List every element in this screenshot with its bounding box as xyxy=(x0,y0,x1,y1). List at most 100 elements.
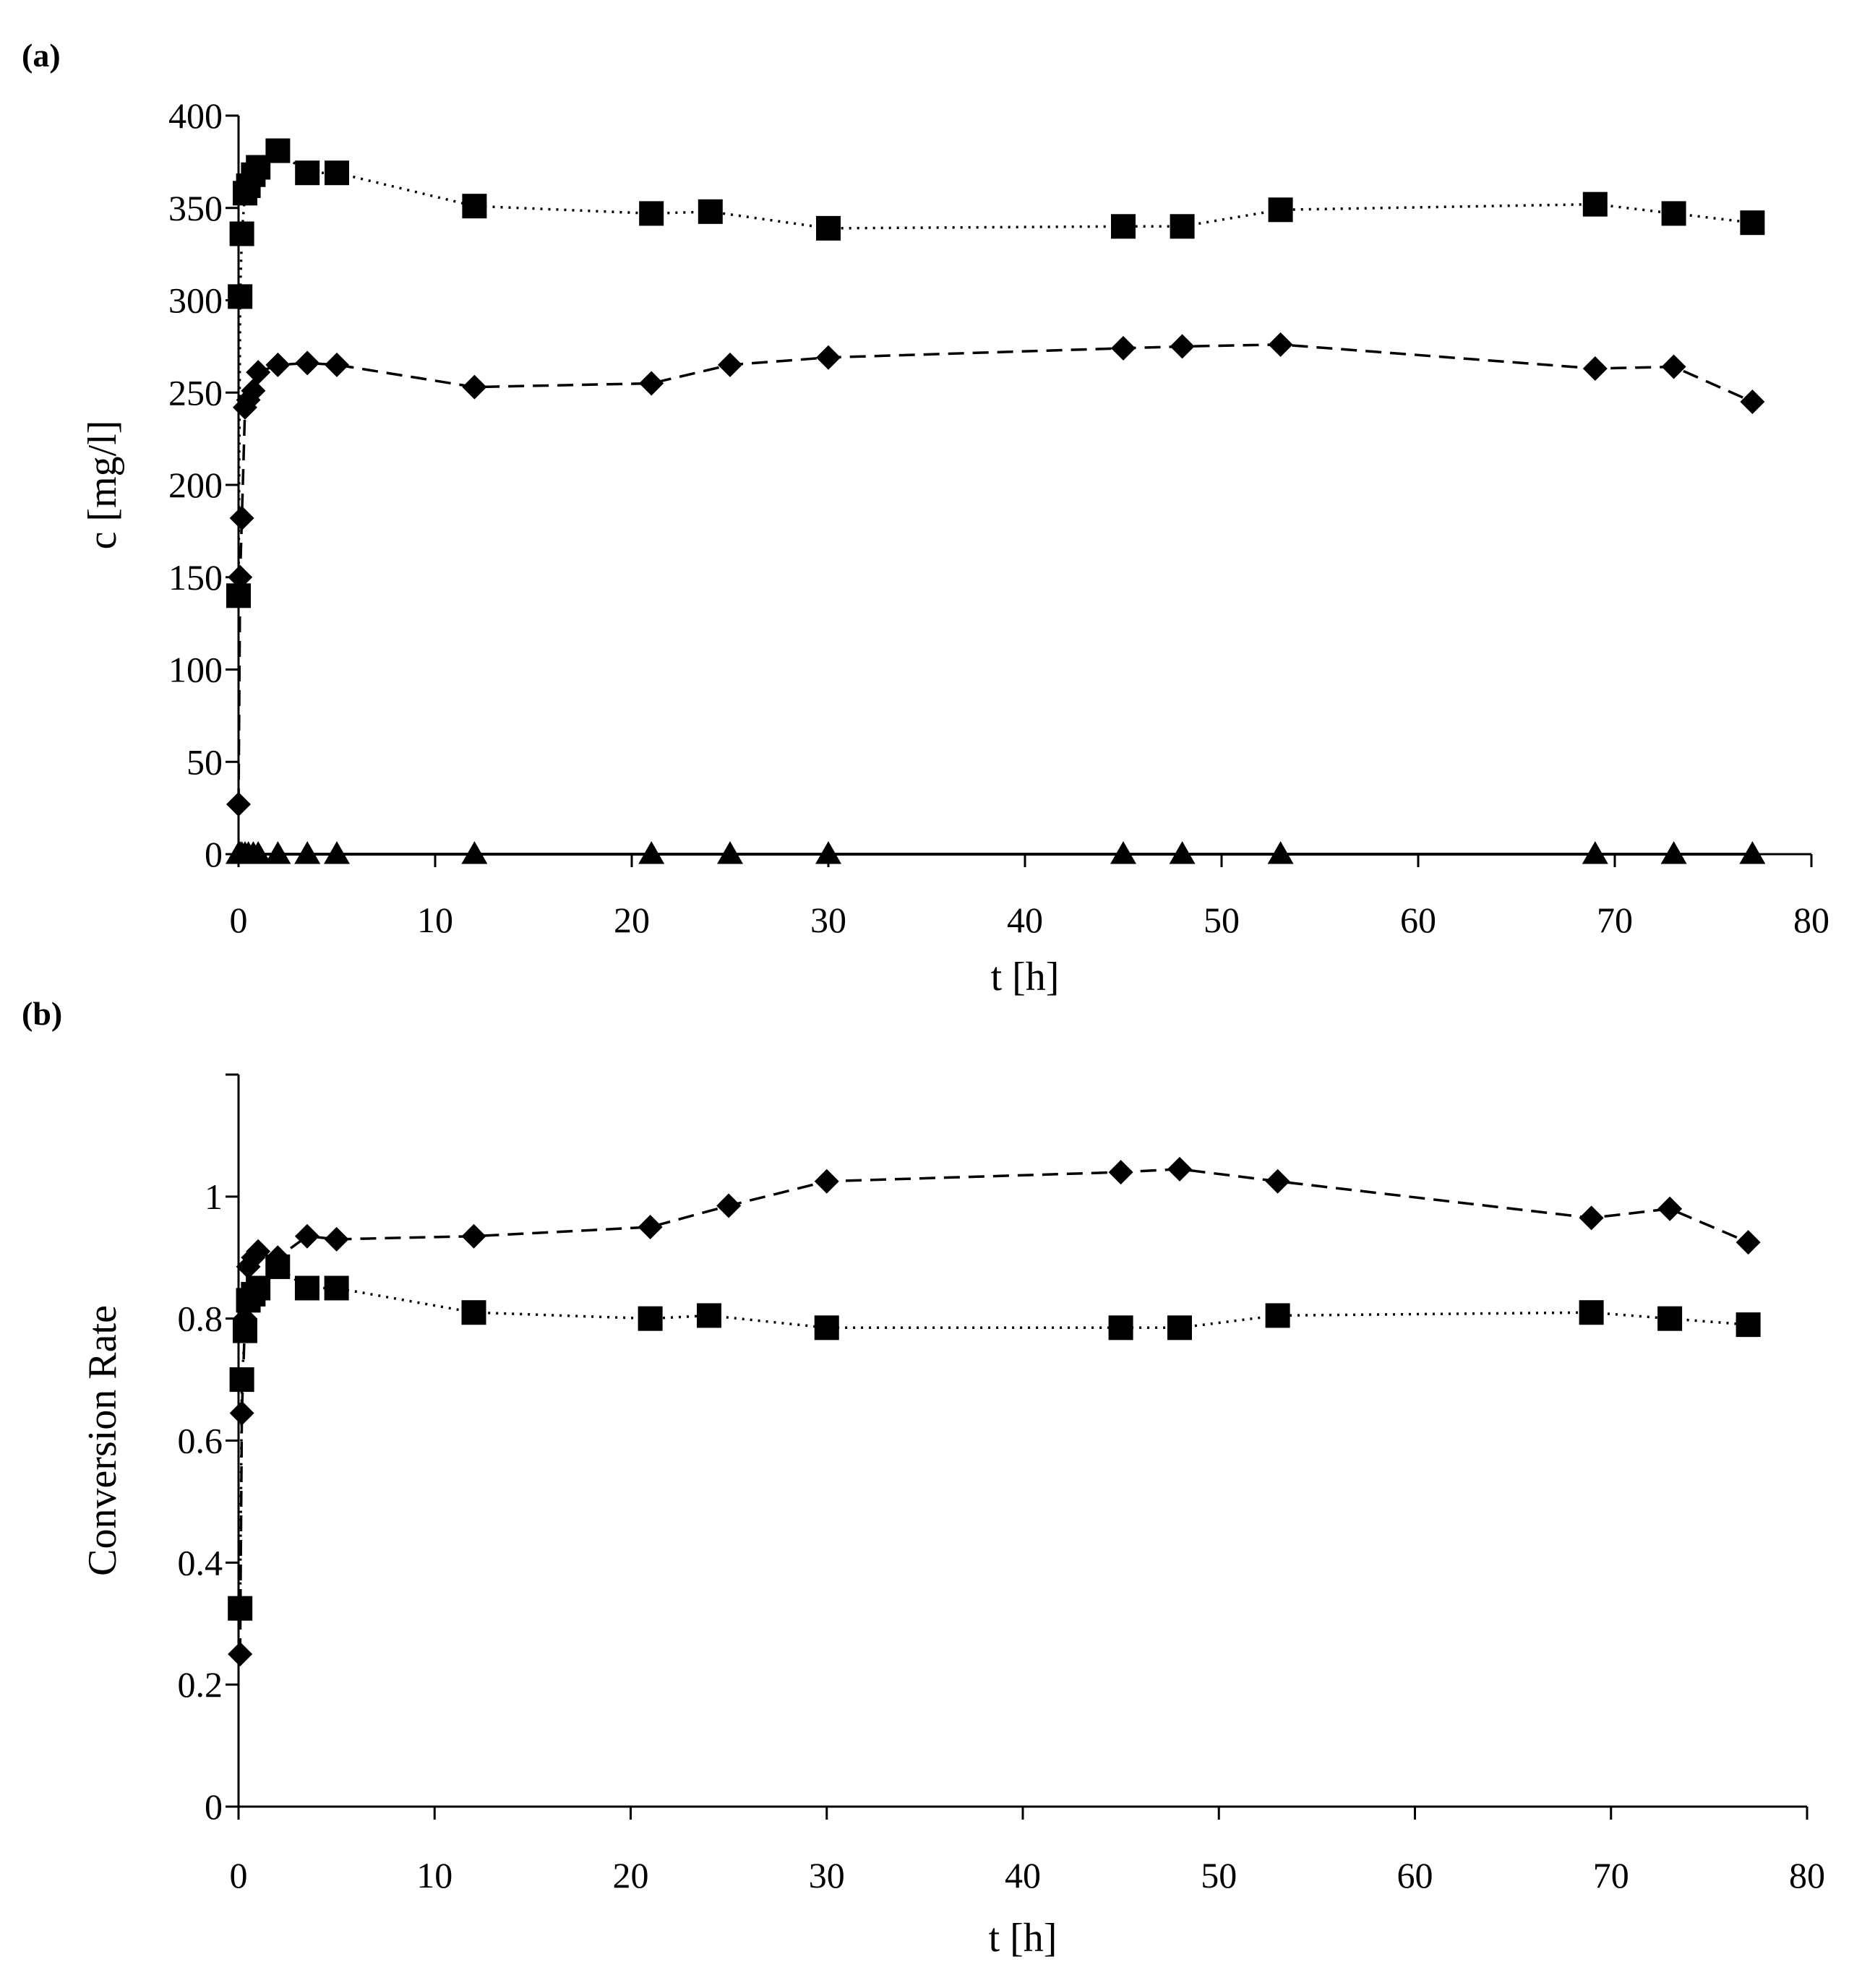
data-point-square xyxy=(295,160,320,186)
x-tick-label: 50 xyxy=(1201,1855,1237,1896)
data-point-triangle xyxy=(1110,841,1136,864)
x-tick-label: 10 xyxy=(416,1855,452,1896)
data-point-diamond xyxy=(816,345,841,370)
data-point-triangle xyxy=(1582,841,1608,864)
data-point-diamond xyxy=(1579,1205,1604,1231)
data-point-square xyxy=(462,194,487,219)
data-point-diamond xyxy=(1268,332,1293,357)
data-point-diamond xyxy=(1111,335,1136,361)
series-squares xyxy=(228,1254,1761,1621)
data-point-square xyxy=(229,221,254,246)
data-point-diamond xyxy=(1657,1196,1683,1221)
series-triangles xyxy=(226,841,1766,864)
series-squares xyxy=(226,138,1765,608)
y-tick-label: 100 xyxy=(168,650,223,690)
data-point-square xyxy=(698,199,723,224)
panel-b: (b) 0 10 20 30 40 50 60 70 80 0 0.2 0.4 0.6 0.8 1 t [h] C… xyxy=(22,995,1825,1961)
x-tick-label: 80 xyxy=(1789,1855,1825,1896)
y-tick-label: 0 xyxy=(205,1786,223,1827)
data-point-square xyxy=(1579,1300,1604,1325)
data-point-diamond xyxy=(1740,390,1765,415)
data-point-square xyxy=(816,215,841,241)
data-point-diamond xyxy=(325,352,349,377)
data-point-triangle xyxy=(638,841,665,864)
data-point-diamond xyxy=(1661,354,1686,379)
y-tick-label: 0.8 xyxy=(178,1299,223,1339)
y-tick-label: 0.4 xyxy=(178,1542,223,1583)
data-point-square xyxy=(324,1275,349,1301)
x-tick-label: 20 xyxy=(613,1855,649,1896)
data-point-diamond xyxy=(814,1169,839,1194)
x-tick-label: 40 xyxy=(1007,900,1043,940)
data-point-diamond xyxy=(228,564,253,590)
data-point-diamond xyxy=(229,505,254,530)
data-point-triangle xyxy=(717,841,743,864)
data-point-triangle xyxy=(324,841,350,864)
series-diamonds xyxy=(226,332,1765,817)
x-tick-label: 80 xyxy=(1793,900,1829,940)
data-point-square xyxy=(1265,1303,1290,1328)
y-tick-label: 50 xyxy=(186,741,223,782)
data-point-square xyxy=(461,1300,486,1325)
data-point-diamond xyxy=(265,352,291,377)
x-axis-title: t [h] xyxy=(991,955,1060,999)
data-point-diamond xyxy=(246,360,271,385)
data-point-diamond xyxy=(1736,1230,1761,1255)
y-tick-label: 0 xyxy=(205,834,223,874)
x-tick-label: 70 xyxy=(1597,900,1633,940)
data-point-diamond xyxy=(1582,356,1608,382)
x-tick-label: 50 xyxy=(1204,900,1240,940)
data-point-diamond xyxy=(1265,1169,1290,1194)
data-point-square xyxy=(1740,210,1765,236)
data-point-diamond xyxy=(1170,334,1195,359)
data-point-square xyxy=(1268,197,1293,223)
x-tick-label: 30 xyxy=(810,900,846,940)
y-tick-label: 250 xyxy=(168,372,223,413)
y-tick-label: 300 xyxy=(168,280,223,321)
data-point-diamond xyxy=(265,1245,291,1270)
data-point-square xyxy=(1661,201,1686,226)
data-point-diamond xyxy=(1108,1160,1133,1185)
data-point-diamond xyxy=(246,1239,271,1264)
x-axis-title: t [h] xyxy=(989,1916,1057,1961)
data-point-triangle xyxy=(1169,841,1196,864)
data-point-square xyxy=(325,160,349,186)
y-tick-label: 400 xyxy=(168,95,223,136)
x-tick-label: 60 xyxy=(1397,1855,1433,1896)
data-point-triangle xyxy=(265,841,291,864)
data-point-diamond xyxy=(716,1193,742,1218)
data-point-triangle xyxy=(815,841,841,864)
y-tick-label: 150 xyxy=(168,557,223,598)
data-point-square xyxy=(1657,1306,1683,1331)
x-tick-label: 0 xyxy=(230,900,248,940)
y-tick-label: 0.2 xyxy=(178,1664,223,1705)
x-tick-label: 60 xyxy=(1400,900,1436,940)
data-point-square xyxy=(1111,214,1136,239)
data-point-diamond xyxy=(229,1400,254,1426)
x-tick-label: 10 xyxy=(417,900,453,940)
data-point-square xyxy=(1736,1312,1761,1338)
data-point-square xyxy=(1108,1315,1133,1341)
data-point-square xyxy=(1167,1315,1192,1341)
data-point-diamond xyxy=(462,374,487,400)
data-point-square xyxy=(697,1303,721,1328)
series-line-diamonds xyxy=(239,1168,1749,1655)
data-point-triangle xyxy=(1267,841,1294,864)
data-point-diamond xyxy=(718,352,742,377)
data-point-diamond xyxy=(241,378,266,403)
series-line-diamonds xyxy=(237,343,1754,805)
data-point-square xyxy=(228,284,253,309)
data-point-diamond xyxy=(461,1223,486,1249)
y-tick-label: 1 xyxy=(205,1176,223,1217)
data-point-triangle xyxy=(294,841,321,864)
panel-a: (a) 0 10 20 30 40 50 60 70 80 0 50 100 150 200 250 300 35… xyxy=(22,37,1829,999)
data-point-triangle xyxy=(461,841,488,864)
y-tick-label: 200 xyxy=(168,465,223,505)
x-tick-label: 0 xyxy=(230,1855,248,1896)
data-point-diamond xyxy=(324,1226,349,1252)
y-axis-title: Conversion Rate xyxy=(80,1305,125,1576)
panel-label: (b) xyxy=(22,995,62,1032)
x-tick-label: 20 xyxy=(614,900,650,940)
data-point-square xyxy=(638,1306,663,1331)
data-point-diamond xyxy=(295,350,320,376)
